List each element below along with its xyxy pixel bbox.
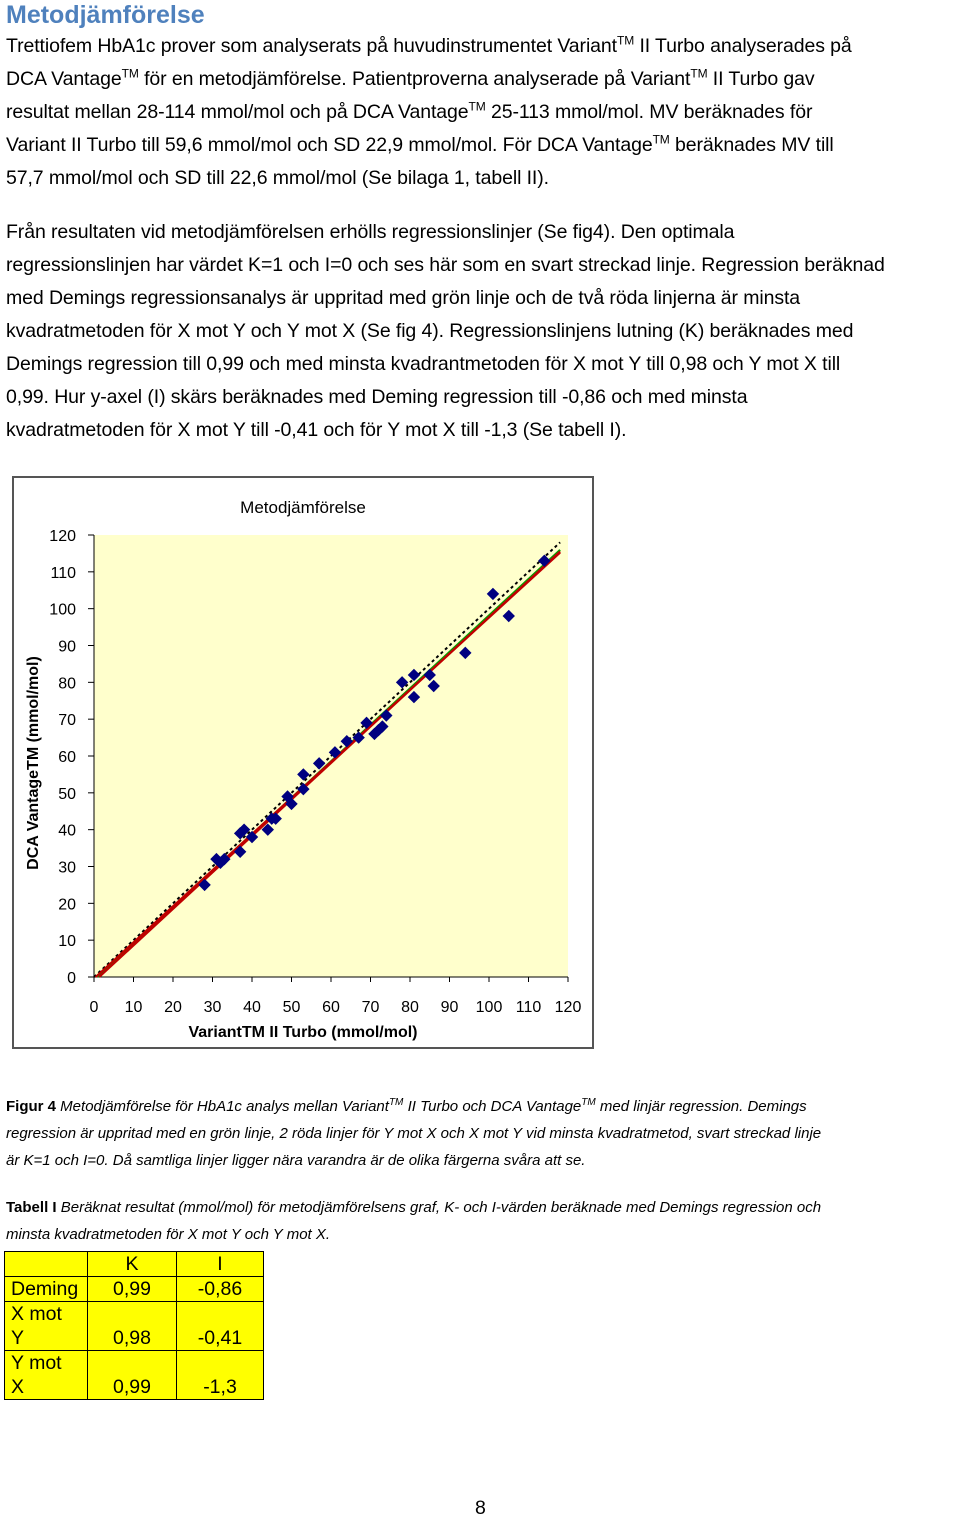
- data-point: [352, 731, 365, 744]
- y-tick-label: 10: [58, 933, 76, 950]
- x-tick-label: 80: [401, 999, 419, 1016]
- data-point: [427, 679, 440, 693]
- y-tick-label: 30: [58, 860, 76, 877]
- x-tick-label: 20: [164, 999, 182, 1016]
- data-point: [198, 878, 211, 892]
- data-point: [502, 609, 515, 623]
- row-i: -1,3: [176, 1350, 264, 1400]
- data-point: [245, 830, 259, 844]
- results-table: K I Deming 0,99 -0,86 X mot Y 0,98 -0,41 …: [4, 1251, 264, 1400]
- paragraph-2-line-1: Från resultaten vid metodjämförelsen erh…: [6, 221, 735, 243]
- row-i: -0,41: [176, 1301, 264, 1351]
- x-axis-label: VariantTM II Turbo (mmol/mol): [188, 1024, 417, 1041]
- figure-caption-line-1: Figur 4 Metodjämförelse för HbA1c analys…: [6, 1097, 807, 1116]
- y-tick-label: 120: [49, 528, 76, 545]
- regression-line-optimal: [93, 541, 561, 978]
- x-tick-label: 70: [362, 999, 380, 1016]
- y-tick-label: 0: [67, 970, 76, 987]
- data-point: [312, 757, 326, 770]
- table-row: X mot Y 0,98 -0,41: [4, 1301, 264, 1351]
- table-caption-line-2: minsta kvadratmetoden för X mot Y och Y …: [6, 1226, 331, 1243]
- page-heading: Metodjämförelse: [6, 1, 205, 29]
- paragraph-2-line-5: Demings regression till 0,99 och med min…: [6, 353, 841, 375]
- y-tick-label: 80: [58, 675, 76, 692]
- data-point: [269, 812, 282, 825]
- y-tick-label: 70: [58, 712, 76, 729]
- data-point: [423, 668, 436, 682]
- x-tick-label: 110: [516, 999, 542, 1016]
- data-point: [297, 768, 310, 781]
- page-number: 8: [475, 1497, 486, 1519]
- y-axis-label: DCA VantageTM (mmol/mol): [25, 656, 42, 870]
- data-point: [297, 782, 310, 796]
- data-point: [261, 823, 275, 836]
- data-point: [407, 690, 421, 704]
- paragraph-1-line-1: Trettiofem HbA1c prover som analyserats …: [6, 33, 852, 58]
- y-tick-label: 60: [58, 749, 76, 766]
- row-k: 0,99: [87, 1276, 177, 1302]
- y-tick-label: 100: [49, 602, 76, 619]
- paragraph-1-line-5: 57,7 mmol/mol och SD till 22,6 mmol/mol …: [6, 167, 549, 189]
- row-k: 0,98: [87, 1301, 177, 1351]
- x-tick-label: 10: [125, 999, 143, 1016]
- y-tick-label: 110: [50, 565, 76, 582]
- row-label: X mot Y: [4, 1301, 88, 1351]
- figure-caption-line-2: regression är uppritad med en grön linje…: [6, 1125, 822, 1142]
- data-point: [218, 852, 231, 866]
- data-point: [376, 720, 389, 733]
- table-row: Deming 0,99 -0,86: [4, 1276, 264, 1302]
- x-tick-label: 100: [476, 999, 503, 1016]
- y-tick-label: 20: [58, 896, 76, 913]
- paragraph-1-line-4: Variant II Turbo till 59,6 mmol/mol och …: [6, 132, 834, 157]
- table-header-k: K: [87, 1251, 177, 1277]
- row-label: Deming: [4, 1276, 88, 1302]
- figure-caption-line-3: är K=1 och I=0. Då samtliga linjer ligge…: [6, 1152, 586, 1169]
- x-tick-label: 30: [204, 999, 222, 1016]
- y-tick-label: 40: [58, 823, 76, 840]
- data-point: [395, 676, 409, 689]
- x-tick-label: 40: [243, 999, 261, 1016]
- table-caption-line-1: Tabell I Beräknat resultat (mmol/mol) fö…: [6, 1199, 822, 1216]
- data-point: [459, 646, 472, 660]
- data-point: [233, 845, 247, 858]
- data-point: [407, 668, 421, 682]
- y-tick-label: 50: [58, 786, 76, 803]
- paragraph-2-line-3: med Demings regressionsanalys är upprita…: [6, 287, 801, 309]
- paragraph-2-line-4: kvadratmetoden för X mot Y och Y mot X (…: [6, 320, 854, 342]
- scatter-chart: 0 10 20 30 40 50 60 70 80 90 100 110 120 0 10 20 30 40 50 6…: [25, 498, 582, 1041]
- row-i: -0,86: [176, 1276, 264, 1302]
- paragraph-1-line-2: DCA VantageTM för en metodjämförelse. Pa…: [6, 66, 815, 91]
- data-point: [285, 797, 298, 811]
- data-point: [486, 587, 500, 601]
- paragraph-2-line-2: regressionslinjen har värdet K=1 och I=0…: [6, 254, 885, 276]
- y-tick-label: 90: [58, 639, 76, 656]
- data-point: [360, 716, 373, 730]
- data-point: [380, 709, 393, 722]
- data-point: [237, 823, 251, 836]
- data-point: [538, 554, 551, 567]
- table-header-i: I: [176, 1251, 264, 1277]
- paragraph-2-line-6: 0,99. Hur y-axel (I) skärs beräknades me…: [6, 386, 748, 408]
- x-tick-label: 90: [441, 999, 459, 1016]
- paragraph-2-line-7: kvadratmetoden för X mot Y till -0,41 oc…: [6, 419, 627, 441]
- x-tick-label: 0: [90, 999, 99, 1016]
- chart-frame: 0 10 20 30 40 50 60 70 80 90 100 110 120 0 10 20 30 40 50 6…: [12, 476, 594, 1049]
- data-point: [328, 746, 342, 759]
- table-header-cell: [4, 1251, 88, 1277]
- table-header-row: K I: [4, 1251, 264, 1277]
- x-tick-label: 120: [555, 999, 582, 1016]
- x-tick-label: 50: [283, 999, 301, 1016]
- row-label: Y mot X: [4, 1350, 88, 1400]
- paragraph-1-line-3: resultat mellan 28-114 mmol/mol och på D…: [6, 99, 813, 124]
- table-row: Y mot X 0,99 -1,3: [4, 1350, 264, 1400]
- row-k: 0,99: [87, 1350, 177, 1400]
- regression-line-y-mot-x: [98, 550, 561, 978]
- chart-title: Metodjämförelse: [240, 498, 366, 517]
- x-tick-label: 60: [322, 999, 340, 1016]
- data-point: [340, 735, 354, 748]
